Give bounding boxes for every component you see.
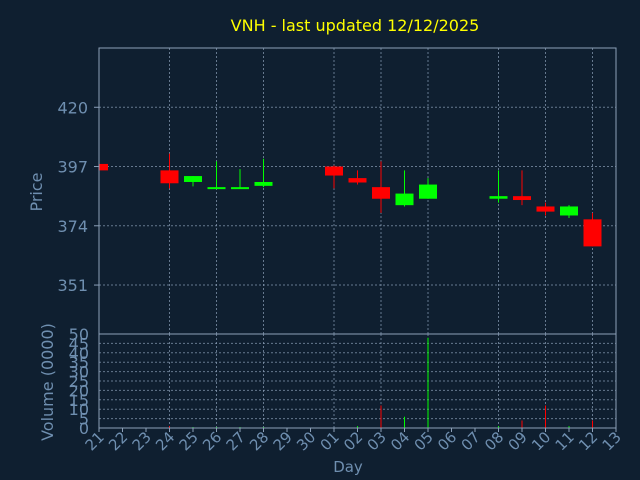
candle-body	[231, 187, 249, 190]
candle-body	[419, 184, 437, 199]
volume-tick-label: 40	[69, 344, 89, 363]
grid-layer	[99, 48, 616, 429]
x-tick-label: 30	[293, 428, 319, 454]
candle-body	[513, 196, 531, 201]
candle-body	[184, 176, 202, 182]
chart-title: VNH - last updated 12/12/2025	[231, 16, 480, 35]
x-tick-label: 23	[129, 428, 155, 454]
x-tick-label: 28	[246, 428, 272, 454]
price-axis-label: Price	[27, 172, 46, 211]
x-tick-label: 04	[387, 428, 413, 454]
x-tick-label: 02	[340, 428, 366, 454]
volume-tick-label: 5	[79, 410, 89, 429]
x-tick-label: 24	[152, 428, 178, 454]
volume-tick-label: 35	[69, 353, 89, 372]
x-tick-label: 11	[552, 428, 578, 454]
x-tick-label: 01	[317, 428, 343, 454]
candle-body	[583, 219, 602, 247]
frame-layer	[98, 47, 617, 429]
volume-tick-label: 45	[69, 334, 89, 353]
candle-body	[372, 187, 390, 199]
candle-body	[99, 163, 108, 171]
volume-tick-label: 0	[79, 419, 89, 438]
x-tick-label: 13	[599, 428, 625, 454]
volume-tick-label: 25	[69, 372, 89, 391]
x-tick-label: 08	[481, 428, 507, 454]
volume-tick-label: 30	[69, 363, 89, 382]
x-tick-label: 22	[105, 428, 131, 454]
x-tick-label: 06	[434, 428, 460, 454]
volume-panel-frame	[98, 333, 617, 429]
x-tick-label: 29	[270, 428, 296, 454]
candle-body	[560, 206, 578, 216]
price-tick-label: 351	[57, 276, 88, 295]
candle-body	[489, 196, 508, 199]
volume-tick-label: 50	[69, 325, 89, 344]
x-tick-label: 05	[411, 428, 437, 454]
x-tick-label: 09	[505, 428, 531, 454]
x-tick-label: 07	[458, 428, 484, 454]
x-axis-label: Day	[333, 458, 363, 476]
candle-body	[207, 187, 226, 190]
candle-body	[536, 206, 555, 212]
candle-body	[254, 181, 273, 186]
x-tick-label: 26	[199, 428, 225, 454]
x-tick-label: 25	[176, 428, 202, 454]
price-tick-label: 374	[57, 217, 88, 236]
candle-body	[160, 170, 179, 184]
candles-layer	[98, 153, 602, 247]
candle-body	[325, 166, 343, 176]
volume-tick-label: 10	[69, 400, 89, 419]
ticks-layer: 3513743974200510152025303540455021222324…	[57, 98, 624, 454]
volume-tick-label: 20	[69, 381, 89, 400]
price-tick-label: 397	[57, 158, 88, 177]
price-tick-label: 420	[57, 98, 88, 117]
candle-body	[348, 178, 367, 183]
x-tick-label: 10	[528, 428, 554, 454]
x-tick-label: 03	[364, 428, 390, 454]
volume-axis-label: Volume (0000)	[38, 323, 57, 441]
x-tick-label: 27	[223, 428, 249, 454]
x-tick-label: 12	[575, 428, 601, 454]
price-panel-frame	[98, 47, 617, 335]
volume-tick-label: 15	[69, 391, 89, 410]
candle-body	[395, 193, 414, 206]
